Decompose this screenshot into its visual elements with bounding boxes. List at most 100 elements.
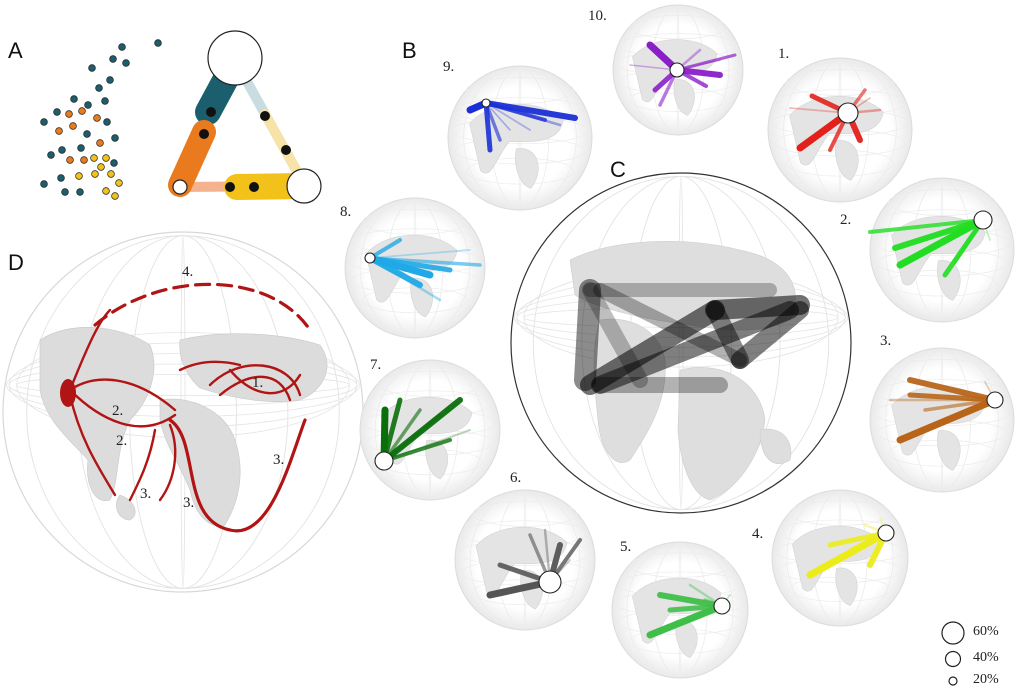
scatter-point: [55, 127, 63, 135]
globe-number-9: 9.: [443, 59, 455, 75]
hub-circle: [713, 597, 731, 615]
scatter-point: [115, 179, 123, 187]
aggregate-routes: [574, 279, 810, 395]
scatter-point: [101, 97, 109, 105]
route-spoke: [368, 238, 402, 260]
route: [178, 360, 242, 372]
globe-number-4: 4.: [752, 526, 764, 542]
route-spoke: [485, 102, 531, 131]
scatter-point: [118, 43, 126, 51]
scatter-point: [78, 107, 86, 115]
hub-circle: [837, 102, 859, 124]
scatter-point: [58, 146, 66, 154]
route: [158, 423, 177, 502]
route: [68, 308, 112, 392]
scatter-point: [110, 159, 118, 167]
scatter-point: [53, 108, 61, 116]
globe-number-10: 10.: [588, 8, 607, 24]
legend-circle-20: [948, 676, 958, 686]
hub-circle: [538, 570, 562, 594]
node-left: [172, 179, 188, 195]
small-globe-9: [447, 65, 593, 211]
route-spoke: [646, 602, 726, 639]
route-spoke: [381, 397, 403, 464]
scatter-point: [66, 156, 74, 164]
route-spoke: [381, 397, 463, 464]
small-globe-3: [869, 347, 1015, 493]
dot: [249, 182, 259, 192]
panel-d-globe: [2, 231, 364, 593]
route-3-branch: [128, 428, 157, 502]
scatter-point: [95, 84, 103, 92]
scatter-point: [84, 101, 92, 109]
panel-a-scatter: [40, 39, 162, 200]
route-label-2a: 2.: [112, 403, 124, 419]
dot: [199, 129, 209, 139]
dot: [260, 111, 270, 121]
route-3-main: [168, 418, 307, 533]
route-1: [218, 375, 292, 402]
hub-circle: [364, 252, 376, 264]
globe-number-7: 7.: [370, 357, 382, 373]
node-top: [207, 30, 263, 86]
route-1: [208, 364, 302, 397]
small-globe-2: [868, 177, 1015, 323]
route-spoke: [657, 592, 725, 609]
small-globe-7: [359, 359, 501, 501]
route-1: [228, 368, 302, 395]
globe-number-3: 3.: [880, 333, 892, 349]
scatter-point: [80, 156, 88, 164]
node-right: [286, 168, 322, 204]
scatter-point: [61, 188, 69, 196]
panel-b-globes: [344, 4, 1015, 679]
panel-label-d: D: [8, 250, 24, 275]
dot: [225, 182, 235, 192]
triangle-edge-left-bottom: [168, 120, 216, 197]
route-spoke: [367, 255, 423, 288]
panel-label-b: B: [402, 38, 417, 63]
panel-label-a: A: [8, 38, 23, 63]
route: [68, 393, 117, 497]
small-globe-1: [767, 57, 913, 203]
small-globe-8: [344, 197, 486, 339]
scatter-point: [90, 154, 98, 162]
scatter-point: [88, 64, 96, 72]
hub-circle: [973, 210, 993, 230]
route-label-1: 1.: [252, 375, 264, 391]
route-spoke: [483, 100, 493, 153]
legend-label-20: 20%: [973, 672, 999, 687]
scatter-point: [76, 188, 84, 196]
scatter-point: [103, 118, 111, 126]
route-spoke: [907, 377, 998, 403]
scatter-point: [93, 114, 101, 122]
dot: [281, 145, 291, 155]
route-spoke: [827, 530, 889, 548]
legend-label-40: 40%: [973, 650, 999, 665]
scatter-point: [154, 39, 162, 47]
route-spoke: [896, 396, 999, 444]
small-globe-5: [611, 541, 749, 679]
globe-number-8: 8.: [340, 204, 352, 220]
route-label-2b: 2.: [116, 433, 128, 449]
small-globe-6: [454, 489, 596, 631]
scatter-point: [40, 180, 48, 188]
migration-routes: [68, 282, 312, 533]
origin-marker: [60, 379, 76, 407]
globe-number-2: 2.: [840, 212, 852, 228]
dot: [206, 107, 216, 117]
route-4: [93, 282, 312, 332]
hub-circle: [374, 451, 394, 471]
route-spoke: [484, 101, 502, 142]
scatter-point: [47, 151, 55, 159]
hub-circle: [481, 98, 491, 108]
scatter-point: [70, 95, 78, 103]
scatter-point: [106, 76, 114, 84]
scatter-point: [40, 118, 48, 126]
route-spoke: [484, 101, 547, 122]
scatter-point: [91, 170, 99, 178]
route-label-3b: 3.: [140, 486, 152, 502]
route-spoke: [368, 256, 482, 267]
scatter-point: [83, 130, 91, 138]
